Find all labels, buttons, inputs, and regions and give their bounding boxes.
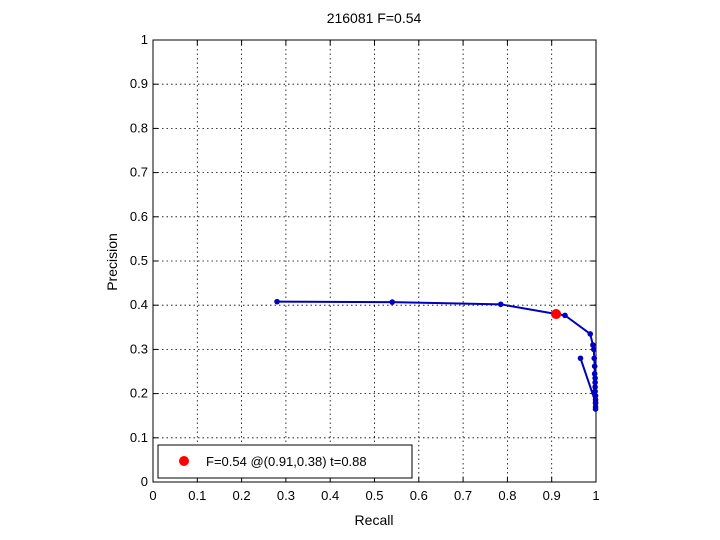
y-tick-label: 0.4 (130, 297, 148, 312)
y-tick-label: 0.1 (130, 430, 148, 445)
data-point (592, 379, 598, 386)
data-point (389, 299, 396, 305)
y-tick-label: 0.3 (130, 341, 148, 356)
data-point (592, 399, 599, 406)
x-tick-label: 0.3 (277, 488, 295, 503)
y-tick-label: 0.9 (130, 76, 148, 91)
data-point (591, 355, 598, 362)
data-point (592, 375, 598, 381)
y-tick-label: 0.2 (130, 386, 148, 401)
chart-title: 216081 F=0.54 (327, 10, 422, 26)
x-tick-label: 0.9 (543, 488, 561, 503)
legend-label: F=0.54 @(0.91,0.38) t=0.88 (206, 454, 367, 469)
data-point (587, 331, 594, 337)
data-point (590, 346, 597, 353)
data-point (591, 370, 598, 377)
legend-marker (179, 456, 189, 466)
x-tick-label: 0.7 (454, 488, 472, 503)
data-point (591, 363, 598, 369)
y-axis-label: Precision (104, 233, 120, 291)
data-point (590, 342, 596, 348)
y-tick-label: 0.6 (130, 209, 148, 224)
y-tick-label: 0 (141, 474, 148, 489)
x-tick-label: 1 (592, 488, 599, 503)
data-point (592, 388, 598, 395)
y-tick-label: 0.8 (130, 120, 148, 135)
data-point (497, 301, 504, 308)
data-point (577, 355, 584, 362)
x-tick-label: 0.6 (410, 488, 428, 503)
pr-curve (274, 298, 599, 412)
y-tick-label: 0.7 (130, 165, 148, 180)
grid (153, 40, 596, 482)
legend-box (157, 444, 413, 479)
y-tick-label: 0.5 (130, 253, 148, 268)
data-point (592, 384, 598, 390)
y-axis: 0 0.1 0.2 0.3 0.4 0.5 0.6 0.7 0.8 0.9 1 (130, 32, 596, 489)
best-f-marker (551, 309, 562, 320)
data-point (274, 298, 280, 305)
x-tick-label: 0.4 (321, 488, 339, 503)
x-tick-label: 0.5 (365, 488, 383, 503)
x-tick-label: 0.8 (498, 488, 516, 503)
x-axis-label: Recall (355, 512, 394, 528)
x-tick-label: 0.2 (233, 488, 251, 503)
best-f-point (551, 309, 562, 320)
data-point (592, 393, 599, 399)
legend: F=0.54 @(0.91,0.38) t=0.88 (157, 444, 413, 479)
x-tick-label: 0 (149, 488, 156, 503)
x-axis: 0 0.1 0.2 0.3 0.4 0.5 0.6 0.7 0.8 0.9 1 (149, 40, 600, 503)
y-tick-label: 1 (141, 32, 148, 47)
x-tick-label: 0.1 (188, 488, 206, 503)
data-point (562, 312, 568, 319)
data-point (592, 406, 599, 412)
series-line (277, 300, 597, 410)
